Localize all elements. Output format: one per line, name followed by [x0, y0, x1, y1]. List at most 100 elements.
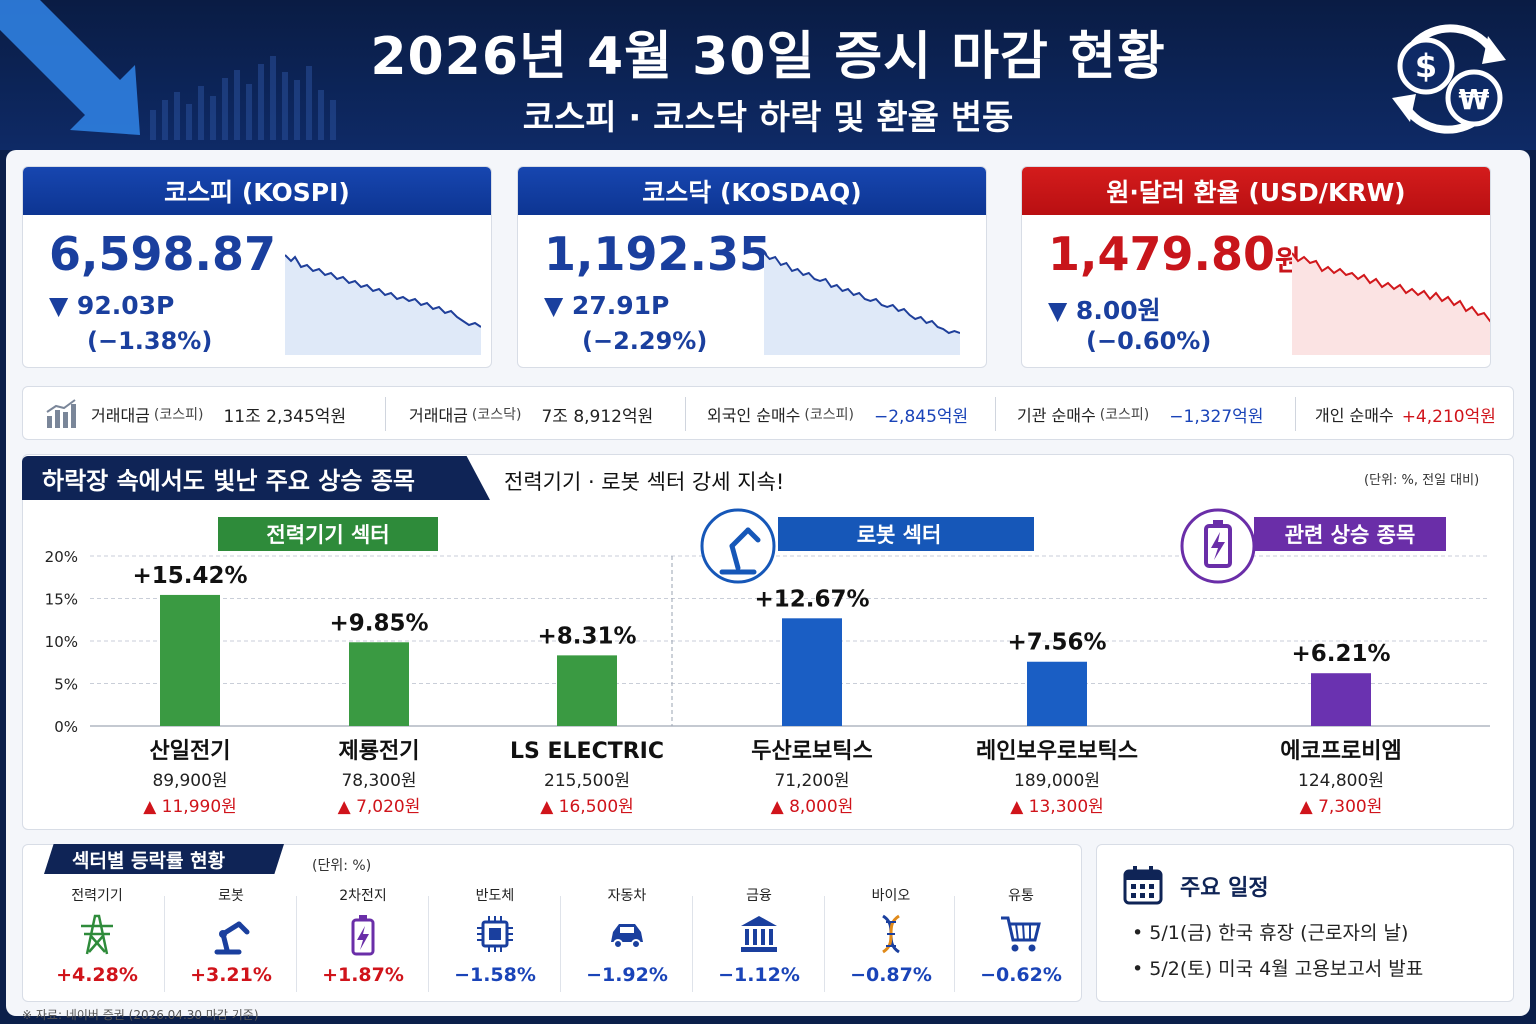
bar-6: [1311, 673, 1371, 726]
robot-arm-icon: [214, 921, 250, 955]
stock-price: 78,300원: [341, 771, 416, 791]
bar-value-label: +8.31%: [537, 623, 636, 649]
x-tick-label: LS ELECTRIC: [510, 739, 664, 764]
summary-item-individual-net: 개인 순매수 +4,210억원: [1315, 406, 1496, 427]
calendar-icon: [1123, 866, 1163, 905]
kospi-card: 코스피 (KOSPI) 6,598.87 ▼ 92.03P (−1.38%): [22, 166, 492, 368]
group-ribbon-robot: 로봇 섹터: [700, 508, 1034, 584]
svg-text:₩: ₩: [1459, 83, 1490, 116]
stock-price: 189,000원: [1014, 771, 1100, 791]
usdkrw-card-title: 원·달러 환율 (USD/KRW): [1022, 167, 1490, 215]
sector-battery: 2차전지 +1.87%: [322, 888, 404, 986]
group-ribbon-related: 관련 상승 종목: [1180, 508, 1446, 584]
stock-price: 71,200원: [774, 771, 849, 791]
top-risers-unit-note: (단위: %, 전일 대비): [1364, 473, 1480, 488]
schedule-section: [1096, 844, 1514, 1002]
sector-finance: 금융 −1.12%: [718, 888, 800, 986]
top-risers-subtitle: 전력기기 · 로봇 섹터 강세 지속!: [504, 470, 785, 494]
stock-change: ▲ 7,020원: [338, 797, 421, 817]
bar-value-label: +7.56%: [1007, 630, 1106, 656]
bar-value-label: +6.21%: [1291, 641, 1390, 667]
stock-change: ▲ 8,000원: [771, 797, 854, 817]
sector-robot: 로봇 +3.21%: [190, 888, 272, 986]
trading-summary-strip: 거래대금 (코스피) 11조 2,345억원 거래대금 (코스닥) 7조 8,912…: [22, 386, 1514, 440]
y-tick-label: 5%: [54, 676, 78, 694]
top-risers-bar-chart: 0% 5% 10% 15% 20% 전력기기 섹터 로봇 섹터 관련 상승 종목 +15…: [45, 508, 1490, 817]
bar-4: [782, 618, 842, 726]
svg-text:관련 상승 종목: 관련 상승 종목: [1285, 523, 1416, 547]
usdkrw-sparkline: [1292, 252, 1490, 355]
schedule-item: • 5/1(금) 한국 휴장 (근로자의 날): [1132, 922, 1409, 944]
summary-item-institution-net: 기관 순매수 (코스피) −1,327억원: [1017, 406, 1264, 427]
svg-text:로봇 섹터: 로봇 섹터: [857, 523, 942, 547]
sector-retail: 유통 −0.62%: [980, 888, 1062, 986]
kosdaq-change-pct: (−2.29%): [582, 327, 708, 355]
x-tick-label: 레인보우로보틱스: [976, 739, 1138, 764]
sector-bio: 바이오 −0.87%: [850, 888, 932, 986]
sector-semiconductor: 반도체 −1.58%: [454, 888, 536, 986]
stock-change: ▲ 7,300원: [1300, 797, 1383, 817]
stock-price: 89,900원: [152, 771, 227, 791]
bar-3: [557, 655, 617, 726]
schedule-item: • 5/2(토) 미국 4월 고용보고서 발표: [1132, 958, 1424, 980]
robot-arm-icon: [700, 508, 776, 584]
kospi-value: 6,598.87: [49, 227, 276, 281]
kosdaq-card-title: 코스닥 (KOSDAQ): [518, 167, 986, 215]
kospi-card-title: 코스피 (KOSPI): [23, 167, 491, 215]
x-tick-label: 산일전기: [150, 739, 231, 764]
summary-item-kospi-volume: 거래대금 (코스피) 11조 2,345억원: [91, 406, 347, 427]
kospi-sparkline: [285, 254, 481, 355]
group-ribbon-power: 전력기기 섹터: [218, 517, 438, 551]
kosdaq-value: 1,192.35: [544, 227, 771, 281]
sector-power: 전력기기 +4.28%: [56, 888, 138, 986]
summary-item-kosdaq-volume: 거래대금 (코스닥) 7조 8,912억원: [409, 406, 654, 427]
x-tick-label: 제룡전기: [339, 739, 420, 764]
x-tick-label: 두산로보틱스: [751, 739, 872, 764]
currency-exchange-icon: $ ₩: [1392, 24, 1506, 134]
stock-change: ▲ 13,300원: [1010, 797, 1104, 817]
bar-value-label: +9.85%: [329, 610, 428, 636]
sector-performance-title: 섹터별 등락률 현황: [44, 844, 284, 874]
stock-price: 215,500원: [544, 771, 630, 791]
bar-chart-icon: [46, 399, 76, 428]
header-banner: 2026년 4월 30일 증시 마감 현황 코스피 · 코스닥 하락 및 환율 …: [0, 0, 1536, 150]
bar-value-label: +12.67%: [754, 586, 869, 612]
cart-icon: [1001, 916, 1041, 952]
chip-icon: [477, 916, 513, 952]
summary-item-foreign-net: 외국인 순매수 (코스피) −2,845억원: [707, 406, 969, 427]
stock-change: ▲ 11,990원: [143, 797, 237, 817]
y-tick-label: 10%: [45, 633, 78, 651]
usdkrw-change-pct: (−0.60%): [1086, 327, 1212, 355]
kosdaq-sparkline: [764, 252, 960, 355]
y-tick-label: 20%: [45, 548, 78, 566]
source-footnote: ※ 자료: 네이버 증권 (2026.04.30 마감 기준): [22, 1008, 259, 1022]
svg-text:$: $: [1415, 47, 1437, 85]
top-risers-section: [22, 454, 1514, 830]
car-icon: [611, 924, 643, 949]
schedule-title: 주요 일정: [1180, 876, 1269, 901]
usdkrw-change: ▼ 8.00원: [1048, 296, 1161, 325]
bar-2: [349, 642, 409, 726]
power-tower-icon: [81, 914, 113, 955]
stock-price: 124,800원: [1298, 771, 1384, 791]
y-tick-label: 15%: [45, 591, 78, 609]
candlestick-background-icon: [150, 56, 336, 140]
y-tick-label: 0%: [54, 718, 78, 736]
dna-icon: [882, 914, 900, 954]
top-risers-title: 하락장 속에서도 빛난 주요 상승 종목: [22, 456, 490, 500]
bank-icon: [741, 916, 777, 952]
page-subtitle: 코스피 · 코스닥 하락 및 환율 변동: [522, 98, 1014, 138]
stock-change: ▲ 16,500원: [540, 797, 634, 817]
bar-value-label: +15.42%: [132, 563, 247, 589]
kospi-change: ▼ 92.03P: [49, 291, 175, 320]
sector-auto: 자동차 −1.92%: [586, 888, 668, 986]
battery-icon: [351, 915, 375, 956]
kosdaq-card: 코스닥 (KOSDAQ) 1,192.35 ▼ 27.91P (−2.29%): [517, 166, 987, 368]
kosdaq-change: ▼ 27.91P: [544, 291, 670, 320]
down-arrow-icon: [0, 0, 140, 135]
svg-text:전력기기 섹터: 전력기기 섹터: [266, 523, 389, 547]
bar-1: [160, 594, 220, 726]
sector-performance-unit: (단위: %): [312, 858, 372, 874]
x-tick-label: 에코프로비엠: [1280, 739, 1401, 764]
page-title: 2026년 4월 30일 증시 마감 현황: [370, 27, 1166, 87]
